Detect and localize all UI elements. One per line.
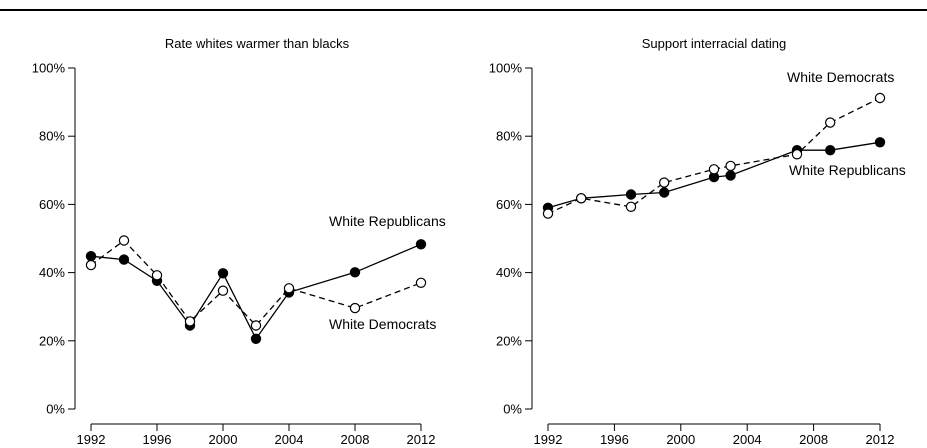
right-white-democrats-point: [625, 201, 637, 212]
left-y-tick-label: 60%: [39, 197, 65, 212]
left-annotation-democrats: White Democrats: [329, 316, 436, 332]
left-y-tick-label: 0%: [46, 402, 65, 417]
right-white-democrats-point: [708, 164, 720, 175]
right-x-tick-label: 1992: [534, 432, 563, 447]
left-white-democrats-point: [250, 320, 262, 331]
right-y-tick-label: 60%: [496, 197, 522, 212]
right-white-republicans-point: [725, 170, 736, 181]
right-white-republicans-point: [874, 137, 886, 148]
right-annotation-republicans: White Republicans: [789, 162, 906, 178]
right-series: [542, 92, 886, 219]
right-y-tick-label: 100%: [489, 61, 523, 76]
left-white-democrats-point: [118, 235, 130, 246]
right-x-tick-label: 2004: [733, 432, 762, 447]
left-white-republicans-point: [349, 267, 361, 278]
left-panel: Rate whites warmer than blacks 0% 20% 40% 6…: [32, 36, 446, 447]
right-x-tick-label: 2000: [666, 432, 695, 447]
left-x-tick-label: 2012: [407, 432, 436, 447]
right-y-tick-label: 40%: [496, 265, 522, 280]
right-white-democrats-point: [825, 117, 836, 128]
left-white-democrats-point: [151, 270, 163, 281]
right-white-democrats-point: [874, 92, 886, 104]
left-x-tick-label: 2008: [341, 432, 370, 447]
right-y-tick-label: 0%: [503, 402, 522, 417]
left-y-tick-label: 40%: [39, 265, 65, 280]
top-rule: [0, 9, 927, 11]
right-white-democrats-point: [576, 193, 587, 204]
right-x-tick-label: 1996: [600, 432, 629, 447]
right-annotation-democrats: White Democrats: [787, 69, 894, 85]
left-white-democrats-point: [217, 285, 229, 296]
left-white-democrats-point: [184, 316, 196, 327]
right-white-democrats-point: [791, 149, 803, 160]
left-white-democrats-line: [90, 239, 422, 327]
left-series: [85, 235, 427, 344]
left-x-tick-label: 1992: [77, 432, 106, 447]
left-white-democrats-point: [415, 277, 427, 288]
right-x-tick-label: 2012: [866, 432, 895, 447]
left-y-tick-label: 80%: [39, 129, 65, 144]
left-x-tick-label: 1996: [143, 432, 172, 447]
right-y-tick-label: 80%: [496, 129, 522, 144]
right-panel: Support interracial dating 0% 20% 40% 60% 80…: [489, 36, 906, 447]
left-y-tick-label: 20%: [39, 333, 65, 348]
right-white-democrats-line: [547, 97, 881, 215]
left-white-republicans-point: [217, 268, 229, 279]
left-white-republicans-point: [250, 333, 262, 344]
left-white-republicans-point: [85, 251, 97, 262]
right-white-republicans-point: [625, 189, 637, 200]
right-white-republicans-point: [659, 187, 670, 198]
right-axes: 0% 20% 40% 60% 80% 100% 1992 1996 2000 2004 2008 20…: [489, 61, 895, 448]
left-white-republicans-point: [118, 254, 130, 265]
right-chart-title: Support interracial dating: [642, 36, 787, 51]
left-white-democrats-point: [283, 283, 295, 294]
right-white-republicans-point: [825, 144, 836, 156]
right-white-democrats-point: [542, 208, 554, 219]
left-x-tick-label: 2004: [275, 432, 304, 447]
right-white-democrats-point: [725, 160, 736, 172]
left-white-republicans-point: [415, 239, 427, 250]
left-white-democrats-point: [85, 259, 97, 271]
left-axes: 0% 20% 40% 60% 80% 100% 1992 1996 2000 2004 2008 20…: [32, 61, 436, 448]
left-white-democrats-point: [349, 302, 361, 314]
left-chart-title: Rate whites warmer than blacks: [165, 36, 350, 51]
left-y-tick-label: 100%: [32, 61, 66, 76]
right-white-democrats-point: [659, 177, 670, 188]
right-y-tick-label: 20%: [496, 333, 522, 348]
left-x-tick-label: 2000: [209, 432, 238, 447]
left-annotation-republicans: White Republicans: [329, 213, 446, 229]
right-x-tick-label: 2008: [799, 432, 828, 447]
